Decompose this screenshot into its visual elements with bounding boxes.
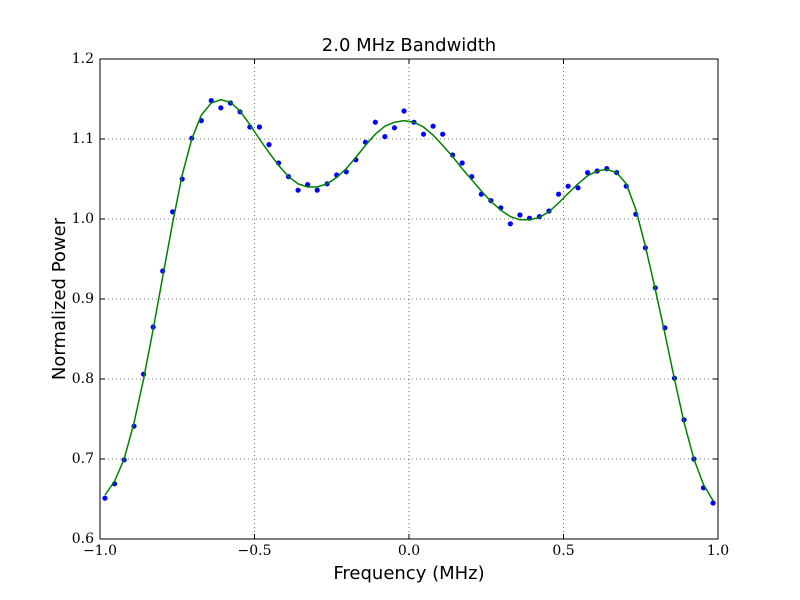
- data-point: [585, 170, 591, 176]
- data-point: [372, 119, 378, 125]
- data-point: [256, 124, 263, 130]
- data-point: [440, 131, 446, 137]
- x-tick-label: 0.5: [552, 543, 574, 559]
- x-tick-label: 0.0: [398, 543, 420, 559]
- data-point: [102, 495, 108, 501]
- data-point: [401, 108, 407, 114]
- y-tick-label: 0.7: [72, 451, 94, 467]
- data-point: [266, 142, 272, 148]
- data-point: [430, 123, 436, 129]
- data-point: [507, 221, 513, 227]
- data-point: [555, 191, 562, 197]
- x-tick-label: −0.5: [238, 543, 272, 559]
- y-tick-label: 1.1: [72, 131, 94, 147]
- data-point: [710, 500, 716, 506]
- plot-frame: [99, 58, 719, 540]
- data-point: [459, 160, 465, 166]
- data-point: [565, 183, 571, 189]
- data-point: [449, 152, 456, 158]
- y-axis-label: Normalized Power: [49, 217, 70, 380]
- y-tick-label: 0.6: [72, 531, 94, 547]
- y-tick-label: 1.0: [72, 211, 94, 227]
- data-point: [295, 187, 301, 193]
- data-point: [391, 125, 398, 131]
- chart-title: 2.0 MHz Bandwidth: [322, 35, 496, 56]
- y-tick-label: 1.2: [72, 51, 94, 67]
- x-tick-label: 1.0: [707, 543, 729, 559]
- x-tick-label: −1.0: [83, 543, 117, 559]
- x-axis-label: Frequency (MHz): [333, 563, 484, 584]
- data-point: [420, 131, 427, 137]
- fit-line: [104, 99, 714, 501]
- data-point: [382, 134, 388, 140]
- y-tick-label: 0.9: [72, 291, 94, 307]
- data-point: [575, 185, 581, 191]
- data-point: [218, 105, 224, 111]
- y-tick-label: 0.8: [72, 371, 94, 387]
- data-point: [314, 187, 320, 193]
- data-point: [517, 212, 523, 218]
